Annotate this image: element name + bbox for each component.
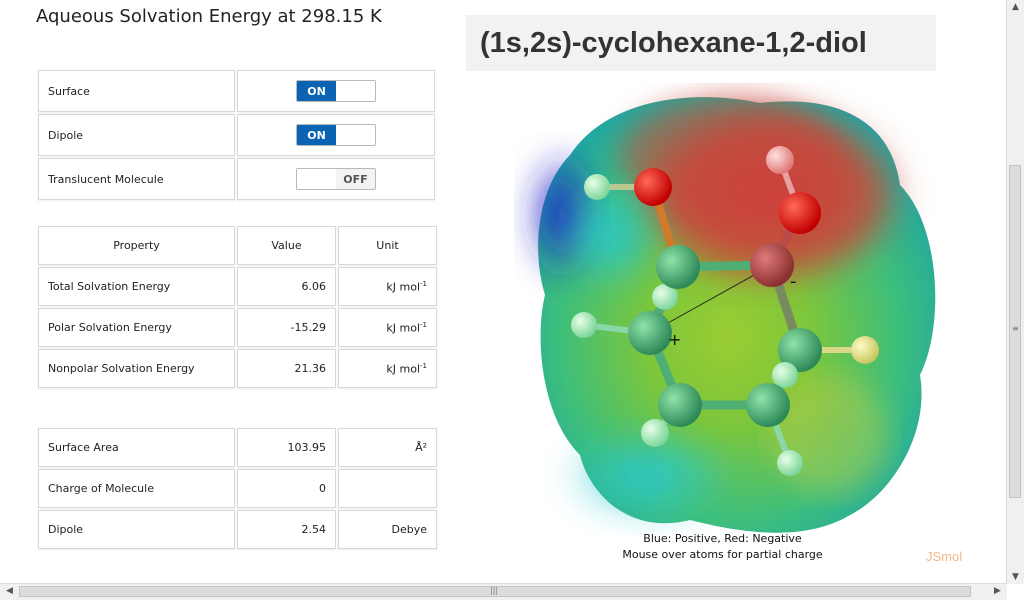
dipole-toggle-on[interactable]: ON: [297, 125, 336, 145]
scroll-up-arrow-icon[interactable]: ▲: [1012, 2, 1019, 12]
translucent-toggle[interactable]: OFF: [296, 168, 376, 190]
energy-table: Property Value Unit Total Solvation Ener…: [36, 224, 439, 390]
table-row: Surface Area 103.95 Å²: [38, 428, 437, 467]
legend-hint: Mouse over atoms for partial charge: [622, 548, 823, 561]
table-row: Total Solvation Energy 6.06 kJ mol-1: [38, 267, 437, 306]
dipole-minus-sign: -: [790, 271, 797, 292]
display-options-table: Surface ON Dipole ON Translucent Molecul…: [36, 68, 437, 202]
molecule-viewer[interactable]: + -: [500, 75, 970, 575]
viewer-legend: Blue: Positive, Red: Negative Mouse over…: [560, 531, 885, 563]
vertical-scrollbar[interactable]: ▲ ≡ ▼: [1006, 0, 1024, 584]
dipole-plus-sign: +: [668, 330, 681, 349]
table-row: Dipole 2.54 Debye: [38, 510, 437, 549]
vertical-scroll-thumb[interactable]: ≡: [1009, 165, 1021, 498]
col-header-property: Property: [38, 226, 235, 265]
col-header-unit: Unit: [338, 226, 437, 265]
surface-label: Surface: [38, 70, 235, 112]
properties-table: Surface Area 103.95 Å² Charge of Molecul…: [36, 426, 439, 551]
grip-icon: ≡: [1012, 324, 1019, 333]
surface-toggle[interactable]: ON: [296, 80, 376, 102]
col-header-value: Value: [237, 226, 336, 265]
scroll-left-arrow-icon[interactable]: ◀: [6, 586, 13, 596]
jsmol-brand[interactable]: JSmol: [926, 549, 963, 564]
dipole-label: Dipole: [38, 114, 235, 156]
translucent-toggle-off[interactable]: OFF: [336, 169, 375, 189]
table-row: Charge of Molecule 0: [38, 469, 437, 508]
scroll-down-arrow-icon[interactable]: ▼: [1012, 572, 1019, 582]
page-title: Aqueous Solvation Energy at 298.15 K: [36, 6, 382, 27]
translucent-label: Translucent Molecule: [38, 158, 235, 200]
horizontal-scroll-thumb[interactable]: |||: [19, 586, 971, 597]
table-row: Nonpolar Solvation Energy 21.36 kJ mol-1: [38, 349, 437, 388]
molecule-name: (1s,2s)-cyclohexane-1,2-diol: [466, 15, 936, 71]
grip-icon: |||: [490, 586, 499, 595]
legend-color-key: Blue: Positive, Red: Negative: [643, 532, 802, 545]
dipole-toggle[interactable]: ON: [296, 124, 376, 146]
surface-toggle-on[interactable]: ON: [297, 81, 336, 101]
table-row: Polar Solvation Energy -15.29 kJ mol-1: [38, 308, 437, 347]
horizontal-scrollbar[interactable]: ◀ ||| ▶: [0, 583, 1007, 600]
molecule-atoms: [571, 146, 879, 476]
scroll-right-arrow-icon[interactable]: ▶: [994, 586, 1001, 596]
